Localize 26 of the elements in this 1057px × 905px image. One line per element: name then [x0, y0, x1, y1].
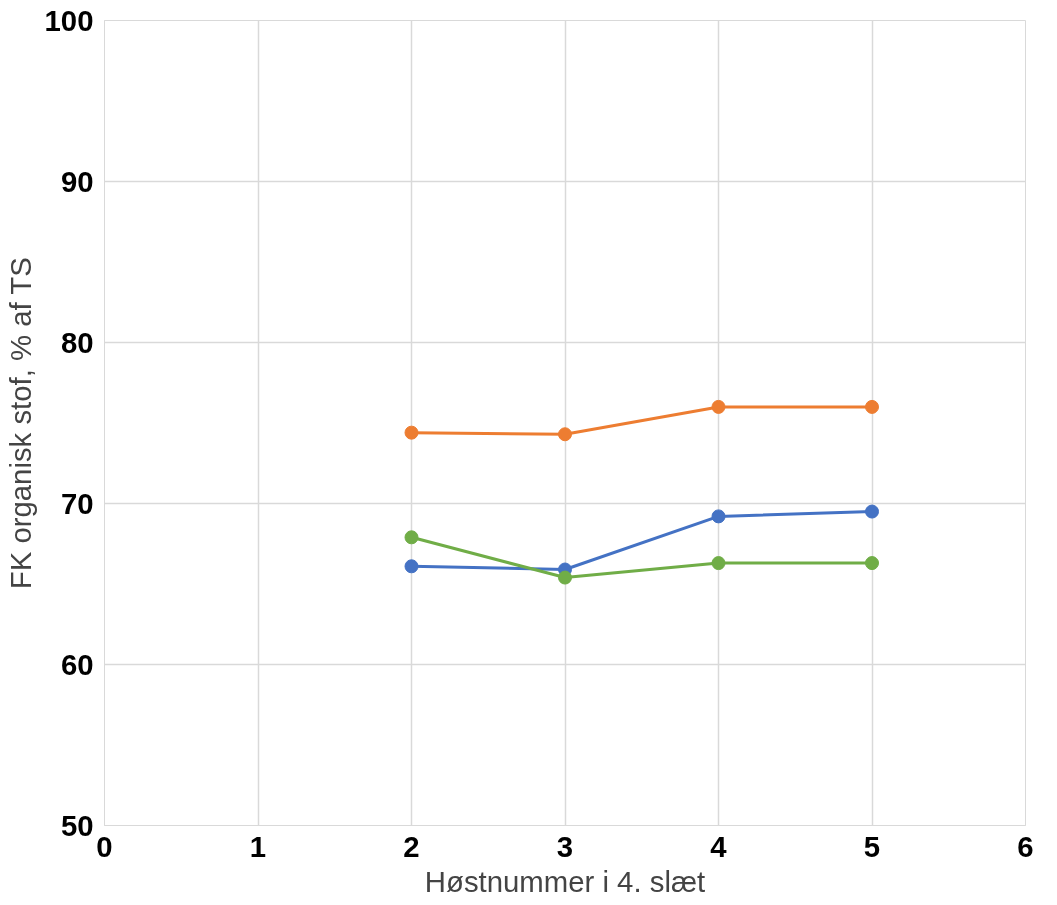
point: [404, 425, 419, 440]
point: [711, 399, 726, 414]
y-axis-title: FK organisk stof, % af TS: [3, 257, 37, 590]
point: [558, 570, 572, 585]
y-tick-label: 70: [60, 486, 94, 520]
y-tick-label: 50: [60, 808, 94, 842]
y-tick-label: 60: [60, 647, 94, 681]
x-tick-label: 5: [863, 829, 881, 863]
y-tick-label: 80: [60, 325, 94, 359]
x-tick-label: 4: [710, 829, 728, 863]
point: [711, 509, 726, 524]
x-tick-label: 2: [403, 829, 420, 863]
y-tick-label: 100: [44, 3, 94, 37]
point: [865, 504, 879, 519]
x-tick-label: 0: [96, 829, 113, 863]
x-axis-title: Høstnummer i 4. slæt: [424, 864, 706, 898]
point: [711, 556, 726, 571]
x-tick-label: 6: [1017, 829, 1034, 863]
x-tick-label: 1: [249, 829, 267, 863]
x-tick-label: 3: [556, 829, 574, 863]
point: [404, 530, 419, 545]
point: [865, 556, 879, 571]
y-tick-label: 90: [60, 164, 94, 198]
point: [404, 559, 419, 574]
point: [865, 399, 879, 414]
point: [558, 427, 572, 442]
